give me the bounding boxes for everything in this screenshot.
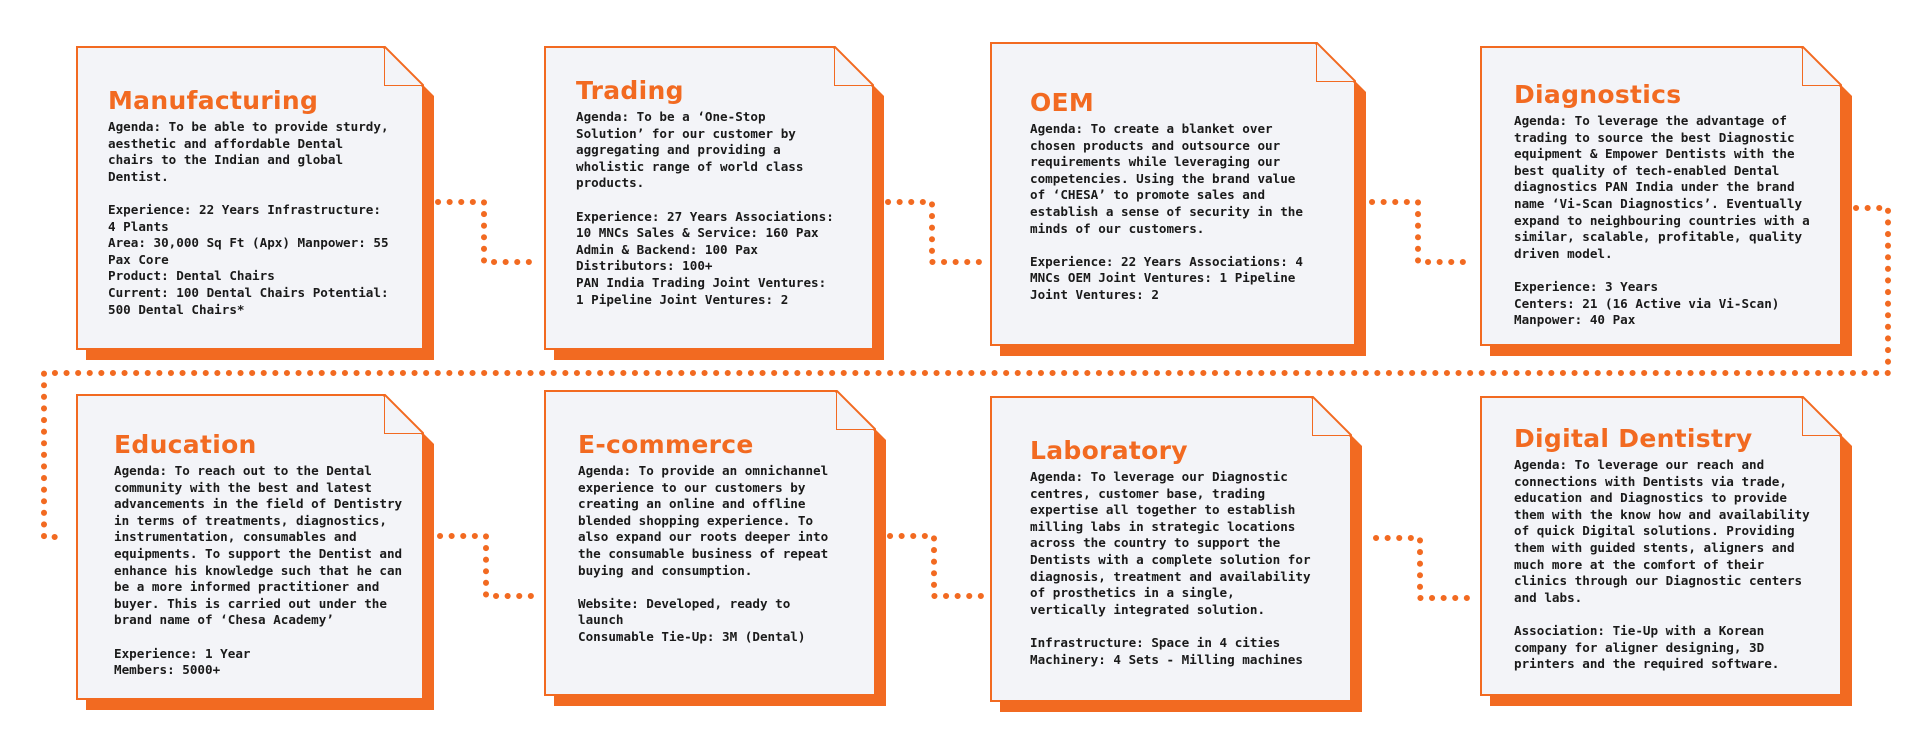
page-fold-icon bbox=[834, 46, 874, 86]
card-title: Diagnostics bbox=[1514, 80, 1682, 109]
page-fold-icon bbox=[384, 394, 424, 434]
card-manufacturing: Manufacturing Agenda: To be able to prov… bbox=[76, 46, 424, 350]
connector-3-4 bbox=[1369, 199, 1469, 265]
card-oem: OEM Agenda: To create a blanket over cho… bbox=[990, 42, 1356, 346]
card-body: Agenda: To be a ‘One-Stop Solution’ for … bbox=[576, 109, 834, 307]
card-body: Agenda: To leverage our reach and connec… bbox=[1514, 457, 1810, 672]
card-body: Agenda: To leverage our Diagnostic centr… bbox=[1030, 469, 1311, 667]
page-fold-icon bbox=[384, 46, 424, 86]
card-laboratory: Laboratory Agenda: To leverage our Diagn… bbox=[990, 396, 1352, 702]
page-fold-icon bbox=[1312, 396, 1352, 436]
card-title: Education bbox=[114, 430, 257, 459]
connector-5-6 bbox=[437, 533, 537, 599]
card-body: Agenda: To reach out to the Dental commu… bbox=[114, 463, 403, 678]
card-trading: Trading Agenda: To be a ‘One-Stop Soluti… bbox=[544, 46, 874, 350]
card-body: Agenda: To create a blanket over chosen … bbox=[1030, 121, 1303, 302]
card-title: Digital Dentistry bbox=[1514, 424, 1753, 453]
card-title: Laboratory bbox=[1030, 436, 1188, 465]
page-fold-icon bbox=[1316, 42, 1356, 82]
card-digital-dentistry: Digital Dentistry Agenda: To leverage ou… bbox=[1480, 396, 1842, 696]
card-ecommerce: E-commerce Agenda: To provide an omnicha… bbox=[544, 390, 876, 696]
card-title: E-commerce bbox=[578, 430, 754, 459]
page-fold-icon bbox=[1802, 46, 1842, 86]
page-fold-icon bbox=[1802, 396, 1842, 436]
connector-1-2 bbox=[435, 199, 535, 265]
connector-6-7 bbox=[887, 533, 985, 599]
card-title: OEM bbox=[1030, 88, 1095, 117]
card-body: Agenda: To leverage the advantage of tra… bbox=[1514, 113, 1810, 328]
card-body: Agenda: To be able to provide sturdy, ae… bbox=[108, 119, 389, 317]
page-fold-icon bbox=[836, 390, 876, 430]
card-title: Manufacturing bbox=[108, 86, 319, 115]
card-title: Trading bbox=[576, 76, 684, 105]
card-education: Education Agenda: To reach out to the De… bbox=[76, 394, 424, 700]
connector-2-3 bbox=[885, 199, 983, 265]
card-body: Agenda: To provide an omnichannel experi… bbox=[578, 463, 829, 644]
connector-7-8 bbox=[1373, 535, 1471, 601]
card-diagnostics: Diagnostics Agenda: To leverage the adva… bbox=[1480, 46, 1842, 346]
